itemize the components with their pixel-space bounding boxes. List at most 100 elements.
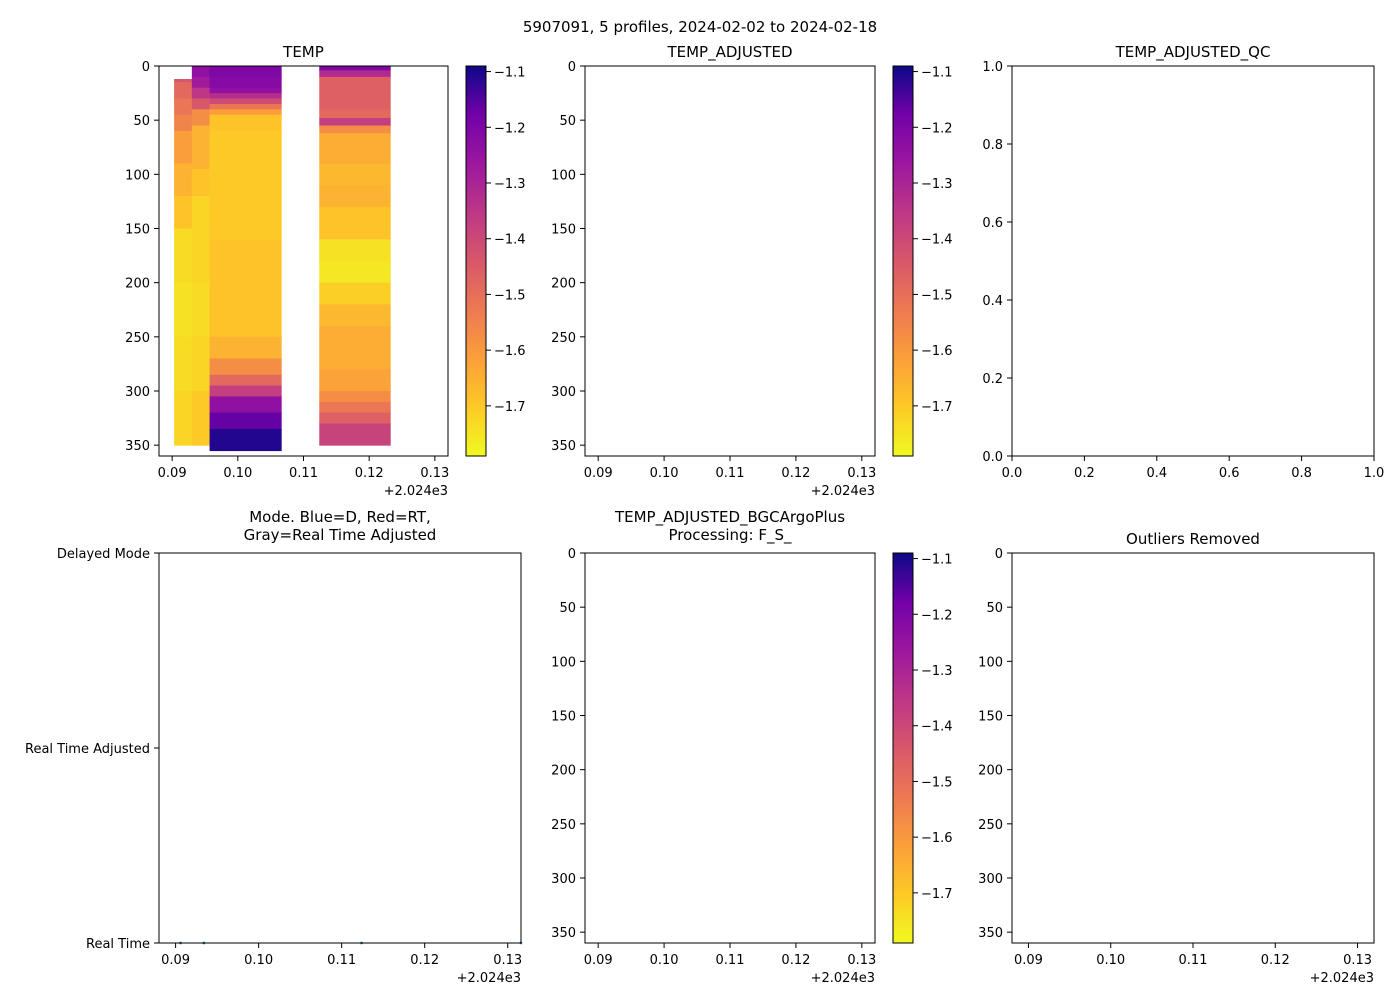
x-tick-label: 0.2 <box>1074 466 1095 481</box>
y-tick-label: 1.0 <box>982 60 1003 75</box>
y-tick-label: 150 <box>551 223 576 238</box>
y-tick-label: 200 <box>551 277 576 292</box>
y-tick-label: 0.0 <box>982 450 1003 465</box>
x-tick-label: 0.12 <box>1261 953 1290 968</box>
axes-frame <box>158 552 522 944</box>
colorbar <box>893 553 913 943</box>
y-tick-label: 250 <box>551 818 576 833</box>
colorbar-tick-label: −1.2 <box>921 608 953 623</box>
colorbar-tick-label: −1.6 <box>494 344 526 359</box>
heatmap-cell <box>319 239 391 262</box>
heatmap-cell <box>191 282 211 338</box>
heatmap-cell <box>209 76 282 89</box>
heatmap-cell <box>319 412 391 424</box>
x-tick-label: 0.6 <box>1219 466 1240 481</box>
heatmap-cell <box>319 326 391 370</box>
heatmap-cell <box>191 196 211 284</box>
y-tick-label: 200 <box>978 764 1003 779</box>
x-tick-label: 0.11 <box>716 953 745 968</box>
y-tick-label: 200 <box>125 277 150 292</box>
y-tick-label: 0 <box>142 60 150 75</box>
heatmap-cell <box>319 133 391 164</box>
y-tick-label: 150 <box>551 710 576 725</box>
heatmap-cell <box>174 82 193 99</box>
heatmap-cell <box>209 239 282 338</box>
y-tick-label: 100 <box>125 168 150 183</box>
colorbar-tick-label: −1.4 <box>494 233 526 248</box>
chart-panel-6: Outliers Removed 0.09 0.10 0.11 0.12 0.13 +2.0… <box>978 530 1375 986</box>
x-tick-label: 0.10 <box>244 953 273 968</box>
x-tick-label: 0.09 <box>584 466 613 481</box>
colorbar-tick-label: −1.1 <box>494 66 526 81</box>
heatmap-cell <box>319 261 391 284</box>
colorbar-tick-label: −1.4 <box>921 233 953 248</box>
heatmap-cell <box>174 282 193 338</box>
heatmap-cell <box>209 412 282 430</box>
heatmap-cell <box>319 70 391 78</box>
chart-panel-1: TEMP 0.09 0.10 0.11 0.12 0.13 +2.024e3 0 50 100 15… <box>125 43 525 499</box>
chart-title: TEMP_ADJUSTED_BGCArgoPlus Processing: F_S… <box>614 508 845 545</box>
x-tick-label: 1.0 <box>1364 466 1385 481</box>
x-tick-label: 0.10 <box>650 953 679 968</box>
chart-title-line: TEMP_ADJUSTED_BGCArgoPlus <box>614 508 845 527</box>
heatmap-cell <box>319 125 391 134</box>
heatmap-cell <box>209 98 282 105</box>
heatmap-cell <box>191 87 211 99</box>
y-tick-label: 0 <box>568 547 576 562</box>
chart-title-line: Mode. Blue=D, Red=RT, <box>249 508 431 526</box>
y-tick-label: Delayed Mode <box>57 547 150 562</box>
y-tick-label: 150 <box>978 710 1003 725</box>
x-tick-label: 0.12 <box>781 953 810 968</box>
x-offset-label: +2.024e3 <box>1310 971 1374 986</box>
axes-frame <box>1011 552 1375 944</box>
heatmap-cell <box>319 185 391 208</box>
y-tick-label: 300 <box>551 385 576 400</box>
heatmap-cell <box>191 66 211 78</box>
colorbar-tick-label: −1.5 <box>921 775 953 790</box>
y-tick-label: 0 <box>995 547 1003 562</box>
chart-panel-3: TEMP_ADJUSTED_QC 0.0 0.2 0.4 0.6 0.8 1.0 0.0 0.2… <box>982 43 1384 481</box>
colorbar-tick-label: −1.5 <box>494 288 526 303</box>
heatmap-cell <box>209 385 282 397</box>
heatmap-cell <box>209 336 282 359</box>
y-tick-label: Real Time Adjusted <box>25 742 150 757</box>
heatmap-cell <box>174 336 193 392</box>
colorbar-tick-label: −1.5 <box>921 288 953 303</box>
y-tick-label: 0.2 <box>982 372 1003 387</box>
heatmap-cell <box>191 109 211 127</box>
colorbar-tick-label: −1.1 <box>921 66 953 81</box>
heatmap-cell <box>191 168 211 197</box>
y-tick-label: 50 <box>986 601 1003 616</box>
x-tick-label: 0.13 <box>420 466 449 481</box>
heatmap-cell <box>209 428 282 452</box>
heatmap-cell <box>209 396 282 414</box>
x-tick-label: 0.09 <box>1014 953 1043 968</box>
heatmap-cell <box>174 196 193 229</box>
heatmap-cell <box>319 391 391 403</box>
heatmap-cell <box>191 76 211 89</box>
y-tick-label: 300 <box>978 872 1003 887</box>
heatmap-cell <box>191 391 211 446</box>
y-tick-label: 0.6 <box>982 216 1003 231</box>
y-tick-label: 300 <box>125 385 150 400</box>
x-tick-label: 0.12 <box>410 953 439 968</box>
figure-suptitle: 5907091, 5 profiles, 2024-02-02 to 2024-… <box>523 18 877 36</box>
colorbar-frame <box>465 65 487 457</box>
x-tick-label: 0.09 <box>584 953 613 968</box>
heatmap-cell <box>319 206 391 240</box>
x-tick-label: 0.13 <box>493 953 522 968</box>
y-tick-label: 250 <box>978 818 1003 833</box>
heatmap-cell <box>319 163 391 186</box>
colorbar-tick-label: −1.7 <box>921 400 953 415</box>
heatmap-cell <box>319 423 391 446</box>
x-offset-label: +2.024e3 <box>811 971 875 986</box>
x-tick-label: 0.4 <box>1146 466 1167 481</box>
y-tick-label: Real Time <box>86 937 150 952</box>
chart-title: TEMP <box>282 43 324 61</box>
x-tick-label: 0.09 <box>158 466 187 481</box>
colorbar-tick-label: −1.2 <box>921 121 953 136</box>
heatmap-cell <box>174 131 193 164</box>
heatmap-cell <box>209 358 282 376</box>
y-tick-label: 350 <box>551 439 576 454</box>
